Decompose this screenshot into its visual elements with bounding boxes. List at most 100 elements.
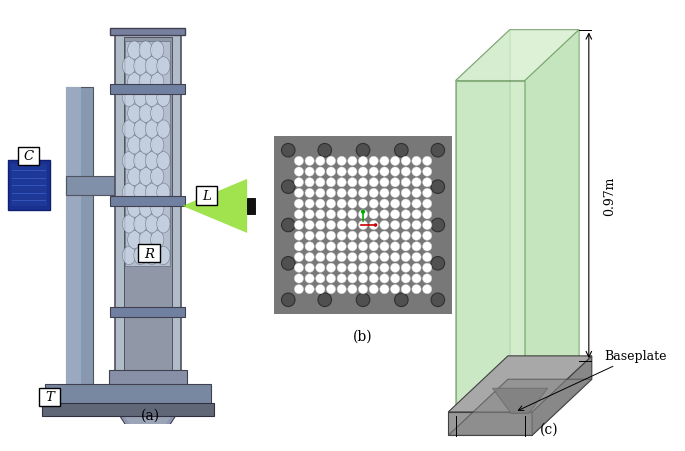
Circle shape xyxy=(145,215,158,234)
Circle shape xyxy=(401,242,410,252)
Circle shape xyxy=(305,210,314,220)
Circle shape xyxy=(361,210,365,214)
Circle shape xyxy=(412,210,421,220)
FancyBboxPatch shape xyxy=(123,38,172,378)
Circle shape xyxy=(358,253,368,262)
Circle shape xyxy=(316,178,325,188)
Circle shape xyxy=(379,253,389,262)
Circle shape xyxy=(305,157,314,166)
Circle shape xyxy=(379,242,389,252)
Polygon shape xyxy=(448,356,592,412)
Circle shape xyxy=(295,189,303,198)
Circle shape xyxy=(369,231,378,241)
Circle shape xyxy=(316,221,325,230)
Circle shape xyxy=(326,231,336,241)
Circle shape xyxy=(157,120,170,139)
Circle shape xyxy=(123,215,136,234)
Circle shape xyxy=(412,189,421,198)
Circle shape xyxy=(401,210,410,220)
Circle shape xyxy=(369,221,378,230)
Circle shape xyxy=(139,74,152,92)
Polygon shape xyxy=(510,31,579,361)
Circle shape xyxy=(395,144,408,157)
Polygon shape xyxy=(448,379,592,435)
Circle shape xyxy=(282,219,295,232)
Circle shape xyxy=(326,168,336,177)
FancyBboxPatch shape xyxy=(8,161,50,210)
Text: 0.97m: 0.97m xyxy=(603,176,616,216)
Circle shape xyxy=(369,285,378,294)
Circle shape xyxy=(316,231,325,241)
Circle shape xyxy=(358,285,368,294)
Polygon shape xyxy=(456,81,525,412)
Circle shape xyxy=(390,285,400,294)
Circle shape xyxy=(316,242,325,252)
Circle shape xyxy=(139,42,152,60)
Circle shape xyxy=(379,221,389,230)
Circle shape xyxy=(412,178,421,188)
Polygon shape xyxy=(112,403,184,449)
FancyBboxPatch shape xyxy=(114,34,181,382)
FancyBboxPatch shape xyxy=(18,147,39,166)
Circle shape xyxy=(337,253,347,262)
Circle shape xyxy=(390,157,400,166)
Polygon shape xyxy=(525,31,579,412)
Circle shape xyxy=(151,231,164,249)
FancyBboxPatch shape xyxy=(39,388,60,406)
Circle shape xyxy=(423,285,432,294)
Circle shape xyxy=(401,285,410,294)
Circle shape xyxy=(390,168,400,177)
Circle shape xyxy=(295,263,303,273)
Polygon shape xyxy=(493,388,547,414)
Circle shape xyxy=(390,199,400,209)
Circle shape xyxy=(151,168,164,186)
Circle shape xyxy=(305,253,314,262)
Circle shape xyxy=(123,89,136,107)
FancyBboxPatch shape xyxy=(110,308,186,318)
Circle shape xyxy=(412,168,421,177)
Circle shape xyxy=(390,221,400,230)
Circle shape xyxy=(326,199,336,209)
Circle shape xyxy=(412,199,421,209)
FancyBboxPatch shape xyxy=(10,165,47,206)
Circle shape xyxy=(348,221,357,230)
Circle shape xyxy=(390,231,400,241)
Circle shape xyxy=(358,242,368,252)
Polygon shape xyxy=(456,361,579,412)
Polygon shape xyxy=(182,179,247,234)
Circle shape xyxy=(423,274,432,283)
FancyBboxPatch shape xyxy=(110,85,186,95)
Circle shape xyxy=(157,215,170,234)
Circle shape xyxy=(401,168,410,177)
Circle shape xyxy=(134,89,147,107)
Circle shape xyxy=(412,221,421,230)
Circle shape xyxy=(431,144,445,157)
FancyBboxPatch shape xyxy=(142,447,153,451)
Circle shape xyxy=(151,74,164,92)
Circle shape xyxy=(337,274,347,283)
Circle shape xyxy=(295,168,303,177)
Circle shape xyxy=(390,189,400,198)
Circle shape xyxy=(134,247,147,265)
Circle shape xyxy=(305,189,314,198)
Circle shape xyxy=(316,285,325,294)
Circle shape xyxy=(337,189,347,198)
Circle shape xyxy=(316,274,325,283)
Circle shape xyxy=(123,184,136,202)
Circle shape xyxy=(316,189,325,198)
Circle shape xyxy=(379,231,389,241)
Circle shape xyxy=(337,231,347,241)
Circle shape xyxy=(316,253,325,262)
Text: L: L xyxy=(202,189,211,202)
Circle shape xyxy=(356,294,370,307)
Circle shape xyxy=(412,242,421,252)
Circle shape xyxy=(369,263,378,273)
Circle shape xyxy=(326,157,336,166)
Circle shape xyxy=(401,157,410,166)
FancyBboxPatch shape xyxy=(105,397,190,403)
Circle shape xyxy=(358,221,368,230)
Circle shape xyxy=(369,157,378,166)
Circle shape xyxy=(337,178,347,188)
Circle shape xyxy=(134,152,147,170)
Circle shape xyxy=(123,120,136,139)
